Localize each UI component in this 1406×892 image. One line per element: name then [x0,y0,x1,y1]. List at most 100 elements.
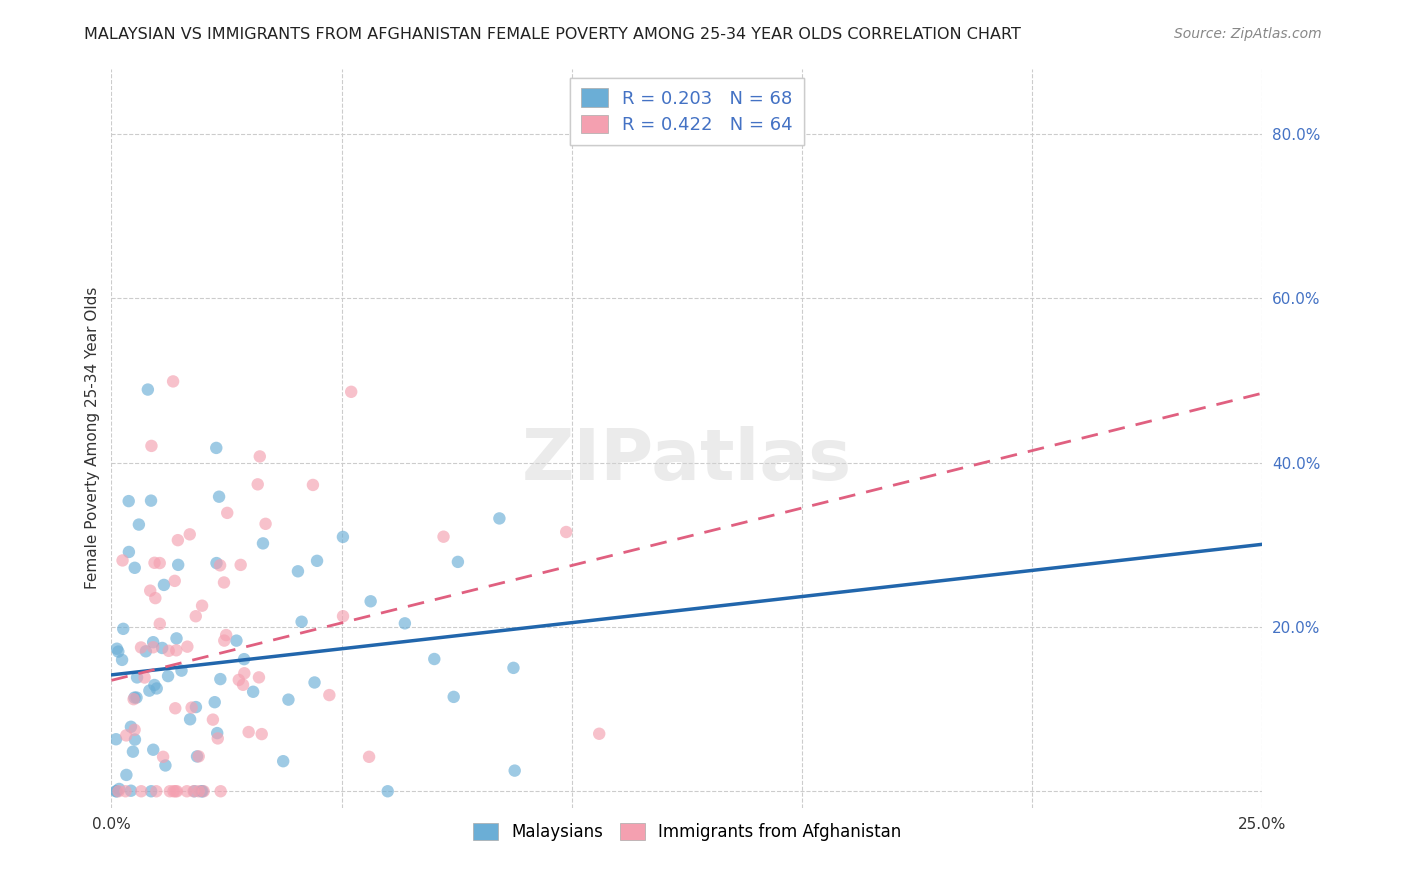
Point [233,652,256,666]
Point [125,690,148,705]
Point [111,653,134,667]
Point [166,632,188,646]
Point [377,784,399,798]
Point [246,477,269,491]
Point [138,683,160,698]
Point [184,609,207,624]
Point [155,758,177,772]
Point [166,784,188,798]
Point [141,439,163,453]
Point [359,749,381,764]
Point [112,622,135,636]
Point [271,754,294,768]
Point [503,764,526,778]
Point [183,784,205,798]
Point [162,784,184,798]
Point [291,615,314,629]
Point [302,478,325,492]
Point [179,712,201,726]
Point [139,493,162,508]
Point [209,784,232,798]
Point [139,583,162,598]
Point [107,644,129,658]
Point [205,556,228,570]
Point [165,701,187,715]
Point [149,616,172,631]
Point [124,561,146,575]
Point [136,383,159,397]
Point [176,640,198,654]
Point [209,672,232,686]
Point [207,731,229,746]
Point [170,664,193,678]
Point [124,690,146,705]
Point [233,666,256,681]
Point [193,784,215,798]
Point [108,781,131,796]
Point [191,599,214,613]
Point [165,784,187,798]
Point [277,692,299,706]
Point [318,688,340,702]
Point [238,725,260,739]
Point [214,633,236,648]
Point [332,609,354,624]
Point [360,594,382,608]
Point [105,641,128,656]
Point [305,554,328,568]
Point [162,375,184,389]
Point [114,784,136,798]
Point [332,530,354,544]
Point [340,384,363,399]
Point [142,635,165,649]
Point [176,784,198,798]
Point [152,749,174,764]
Point [228,673,250,687]
Point [249,450,271,464]
Point [129,640,152,655]
Point [118,494,141,508]
Point [142,640,165,655]
Point [134,671,156,685]
Legend: R = 0.203   N = 68, R = 0.422   N = 64: R = 0.203 N = 68, R = 0.422 N = 64 [569,78,804,145]
Point [115,728,138,742]
Point [190,784,212,798]
Point [201,713,224,727]
Point [143,678,166,692]
Point [141,784,163,798]
Point [209,558,232,573]
Point [167,558,190,572]
Point [184,700,207,714]
Point [142,742,165,756]
Point [105,784,128,798]
Point [447,555,470,569]
Point [120,720,142,734]
Point [205,726,228,740]
Point [120,783,142,797]
Point [423,652,446,666]
Point [145,681,167,696]
Point [502,661,524,675]
Point [443,690,465,704]
Point [145,784,167,798]
Point [179,527,201,541]
Point [128,517,150,532]
Point [304,675,326,690]
Point [394,616,416,631]
Point [229,558,252,572]
Point [187,749,209,764]
Point [186,749,208,764]
Point [105,784,128,798]
Point [432,530,454,544]
Point [124,723,146,737]
Point [555,524,578,539]
Point [191,784,214,798]
Point [122,692,145,706]
Point [254,516,277,531]
Point [111,553,134,567]
Point [242,685,264,699]
Point [217,506,239,520]
Y-axis label: Female Poverty Among 25-34 Year Olds: Female Poverty Among 25-34 Year Olds [86,287,100,590]
Point [157,669,180,683]
Point [105,732,128,747]
